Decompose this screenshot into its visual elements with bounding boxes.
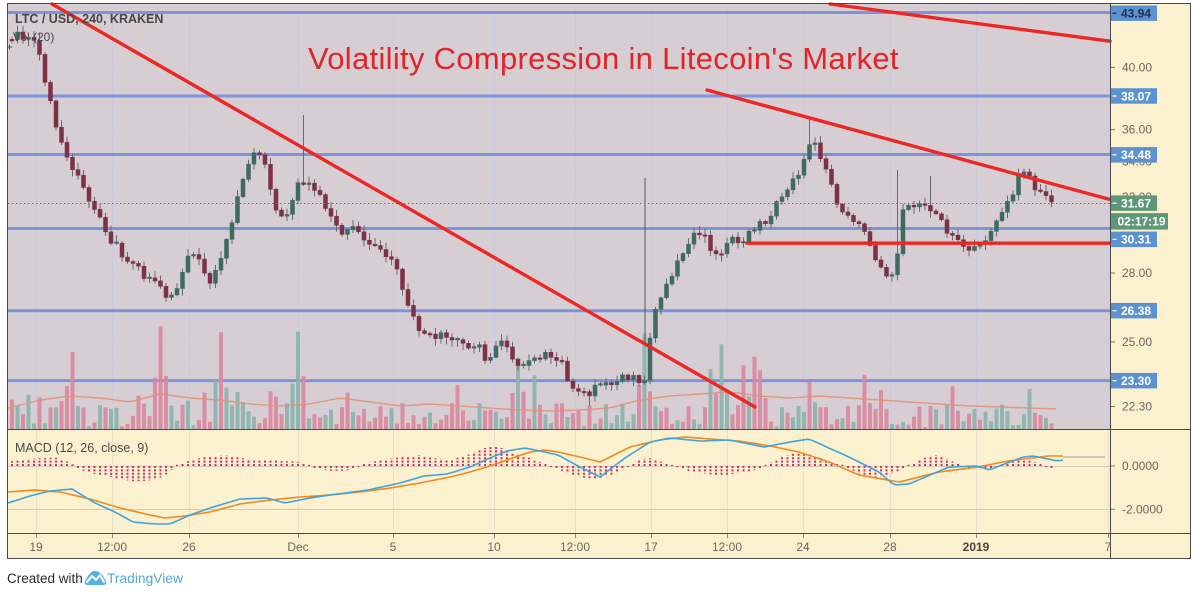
svg-text:2019: 2019 bbox=[963, 540, 990, 554]
svg-text:TradingView: TradingView bbox=[107, 571, 183, 586]
svg-text:Volatility Compression in Lite: Volatility Compression in Litecoin's Mar… bbox=[308, 41, 899, 76]
svg-text:10: 10 bbox=[487, 540, 501, 554]
svg-text:24: 24 bbox=[796, 540, 810, 554]
svg-text:26: 26 bbox=[182, 540, 196, 554]
svg-text:23.30: 23.30 bbox=[1121, 374, 1151, 388]
svg-text:17: 17 bbox=[644, 540, 658, 554]
svg-text:12:00: 12:00 bbox=[560, 540, 590, 554]
svg-text:31.67: 31.67 bbox=[1121, 197, 1151, 211]
svg-text:LTC / USD, 240, KRAKEN: LTC / USD, 240, KRAKEN bbox=[15, 12, 163, 26]
svg-text:Dec: Dec bbox=[287, 540, 308, 554]
svg-text:22.30: 22.30 bbox=[1122, 400, 1152, 414]
svg-text:38.07: 38.07 bbox=[1121, 89, 1151, 103]
svg-text:36.00: 36.00 bbox=[1122, 123, 1152, 137]
svg-text:02:17:19: 02:17:19 bbox=[1117, 215, 1165, 229]
svg-text:26.38: 26.38 bbox=[1121, 304, 1151, 318]
svg-text:25.00: 25.00 bbox=[1122, 335, 1152, 349]
svg-text:19: 19 bbox=[29, 540, 43, 554]
svg-text:12:00: 12:00 bbox=[97, 540, 127, 554]
svg-text:Created with: Created with bbox=[7, 571, 83, 586]
svg-text:0.0000: 0.0000 bbox=[1122, 459, 1159, 473]
svg-text:7: 7 bbox=[1105, 540, 1112, 554]
svg-text:40.00: 40.00 bbox=[1122, 60, 1152, 74]
svg-text:5: 5 bbox=[390, 540, 397, 554]
svg-text:-2.0000: -2.0000 bbox=[1122, 502, 1163, 516]
svg-text:28: 28 bbox=[883, 540, 897, 554]
svg-text:43.94: 43.94 bbox=[1121, 7, 1151, 21]
svg-text:30.31: 30.31 bbox=[1121, 233, 1151, 247]
svg-text:Vol (20): Vol (20) bbox=[13, 30, 54, 44]
svg-text:34.48: 34.48 bbox=[1121, 148, 1151, 162]
svg-text:12:00: 12:00 bbox=[712, 540, 742, 554]
svg-text:MACD (12, 26, close, 9): MACD (12, 26, close, 9) bbox=[15, 441, 148, 455]
svg-text:28.00: 28.00 bbox=[1122, 266, 1152, 280]
